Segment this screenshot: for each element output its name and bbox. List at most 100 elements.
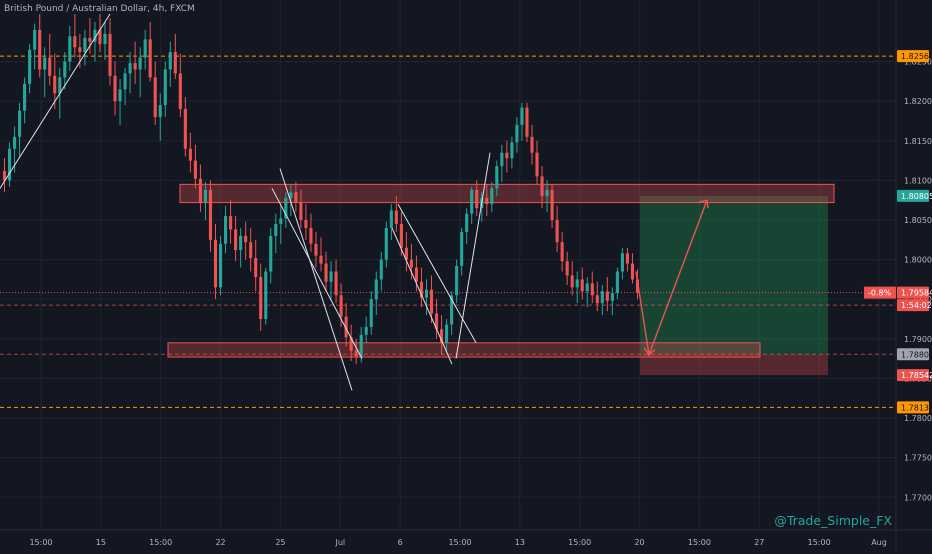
change-tag-bg bbox=[864, 286, 896, 299]
trendline bbox=[391, 227, 453, 365]
candle-body bbox=[264, 271, 268, 320]
candle-body bbox=[525, 107, 529, 137]
price-label-bg bbox=[897, 286, 929, 299]
candle-body bbox=[369, 299, 373, 327]
candle-body bbox=[269, 235, 273, 272]
candle-body bbox=[123, 73, 127, 90]
projection-arrows bbox=[635, 199, 709, 358]
candle-body bbox=[163, 69, 167, 106]
x-tick-label: 15:00 bbox=[688, 538, 711, 547]
candle-body bbox=[239, 235, 243, 251]
candle-body bbox=[620, 253, 624, 272]
candle-body bbox=[560, 242, 564, 262]
candle-body bbox=[545, 189, 549, 197]
candle-body bbox=[18, 110, 22, 137]
candle-body bbox=[600, 291, 604, 304]
candle-body bbox=[344, 316, 348, 338]
candle-body bbox=[495, 166, 499, 189]
y-tick-label: 1.80500 bbox=[904, 216, 932, 225]
x-tick-label: 15:00 bbox=[568, 538, 591, 547]
candle-body bbox=[223, 216, 228, 244]
price-label: 1.78135 bbox=[897, 401, 932, 414]
y-tick-label: 1.78000 bbox=[904, 414, 932, 423]
candle-body bbox=[58, 77, 62, 94]
candle-body bbox=[389, 210, 393, 228]
candle-body bbox=[2, 170, 7, 181]
watermark-text: @Trade_Simple_FX bbox=[774, 513, 892, 528]
candle-body bbox=[244, 235, 248, 243]
candle-body bbox=[445, 324, 449, 343]
x-tick-label: 15 bbox=[96, 538, 106, 547]
candle-body bbox=[63, 61, 67, 78]
y-tick-label: 1.77000 bbox=[904, 493, 932, 502]
price-label: 1.82569 bbox=[897, 50, 932, 63]
candle-body bbox=[218, 243, 223, 288]
x-tick-label: 27 bbox=[754, 538, 764, 547]
candle-body bbox=[605, 291, 609, 301]
candle-body bbox=[88, 37, 92, 42]
candle-body bbox=[565, 261, 569, 276]
candle-body bbox=[203, 189, 208, 203]
candle-body bbox=[183, 109, 187, 149]
candle-body bbox=[625, 253, 629, 264]
candle-body bbox=[108, 33, 112, 76]
candle-body bbox=[419, 281, 424, 298]
chart-title: British Pound / Australian Dollar, 4h, F… bbox=[4, 4, 195, 14]
candle-body bbox=[585, 283, 589, 292]
candle-body bbox=[595, 295, 599, 304]
candle-body bbox=[364, 326, 368, 335]
candle-body bbox=[319, 255, 323, 264]
candle-body bbox=[193, 160, 197, 179]
price-label-text: 1.78805 bbox=[901, 350, 932, 359]
candle-body bbox=[540, 176, 544, 197]
position-profit-zone bbox=[640, 195, 828, 355]
candle-body bbox=[78, 47, 82, 53]
y-tick-label: 1.77500 bbox=[904, 454, 932, 463]
support-zone bbox=[167, 342, 761, 358]
candle-body bbox=[384, 227, 388, 260]
candle-body bbox=[274, 223, 278, 236]
arrowhead-down bbox=[643, 347, 656, 356]
candle-body bbox=[460, 231, 464, 266]
price-label-text: 1.78542 bbox=[901, 371, 932, 380]
candle-body bbox=[429, 289, 434, 314]
y-tick-label: 1.81500 bbox=[904, 137, 932, 146]
candle-body bbox=[249, 242, 253, 259]
candle-body bbox=[359, 334, 363, 357]
candle-body bbox=[229, 216, 233, 230]
trendline bbox=[397, 203, 477, 344]
candle-body bbox=[158, 105, 162, 118]
candle-body bbox=[615, 271, 619, 293]
candle-body bbox=[208, 189, 213, 240]
x-tick-label: 15:00 bbox=[29, 538, 52, 547]
candle-body bbox=[38, 29, 42, 70]
candle-body bbox=[339, 295, 343, 317]
price-label: 1.79584 -0.8% bbox=[864, 286, 932, 299]
x-tick-label: 22 bbox=[215, 538, 225, 547]
candle-body bbox=[485, 197, 489, 205]
candle-body bbox=[143, 39, 147, 58]
candle-body bbox=[630, 263, 635, 280]
candle-body bbox=[294, 192, 298, 203]
candle-body bbox=[33, 29, 37, 50]
candle-body bbox=[254, 258, 258, 278]
candle-body bbox=[153, 77, 157, 118]
candle-body bbox=[234, 229, 238, 251]
candle-body bbox=[284, 197, 288, 219]
candle-body bbox=[279, 218, 283, 224]
candle-body bbox=[434, 313, 439, 330]
arrowhead-up bbox=[698, 199, 709, 209]
grid-lines bbox=[0, 0, 896, 530]
candle-body bbox=[570, 275, 574, 288]
candle-body bbox=[575, 279, 579, 288]
candle-body bbox=[490, 188, 494, 205]
candle-body bbox=[465, 213, 469, 232]
x-tick-label: 20 bbox=[634, 538, 644, 547]
candle-body bbox=[148, 39, 152, 78]
candle-body bbox=[520, 107, 524, 125]
candle-body bbox=[138, 57, 142, 70]
candle-body bbox=[53, 75, 57, 94]
candle-body bbox=[324, 263, 328, 282]
